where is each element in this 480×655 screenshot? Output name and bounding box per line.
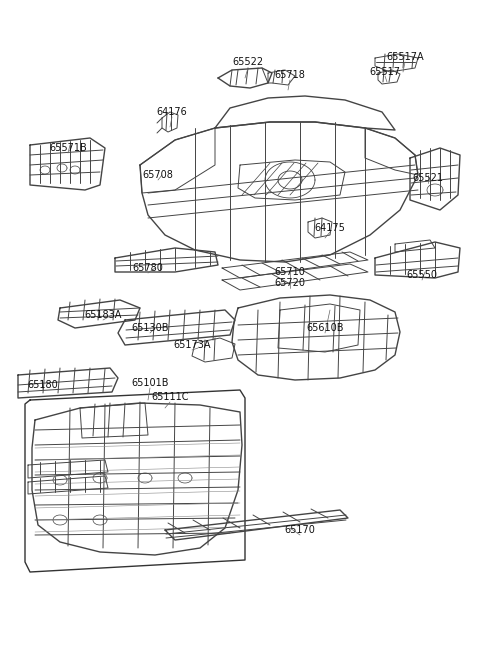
Text: 65170: 65170 <box>285 525 315 535</box>
Text: 65550: 65550 <box>407 270 437 280</box>
Text: 65610B: 65610B <box>306 323 344 333</box>
Text: 65780: 65780 <box>132 263 163 273</box>
Text: 65173A: 65173A <box>173 340 211 350</box>
Text: 65571B: 65571B <box>49 143 87 153</box>
Text: 65517: 65517 <box>370 67 400 77</box>
Text: 65521: 65521 <box>412 173 444 183</box>
Text: 65522: 65522 <box>232 57 264 67</box>
Text: 65101B: 65101B <box>131 378 169 388</box>
Text: 65710: 65710 <box>275 267 305 277</box>
Text: 65720: 65720 <box>275 278 305 288</box>
Text: 65111C: 65111C <box>151 392 189 402</box>
Text: 65718: 65718 <box>275 70 305 80</box>
Text: 65180: 65180 <box>28 380 59 390</box>
Text: 65708: 65708 <box>143 170 173 180</box>
Text: 65130B: 65130B <box>131 323 169 333</box>
Text: 65517A: 65517A <box>386 52 424 62</box>
Text: 65183A: 65183A <box>84 310 122 320</box>
Text: 64176: 64176 <box>156 107 187 117</box>
Text: 64175: 64175 <box>314 223 346 233</box>
